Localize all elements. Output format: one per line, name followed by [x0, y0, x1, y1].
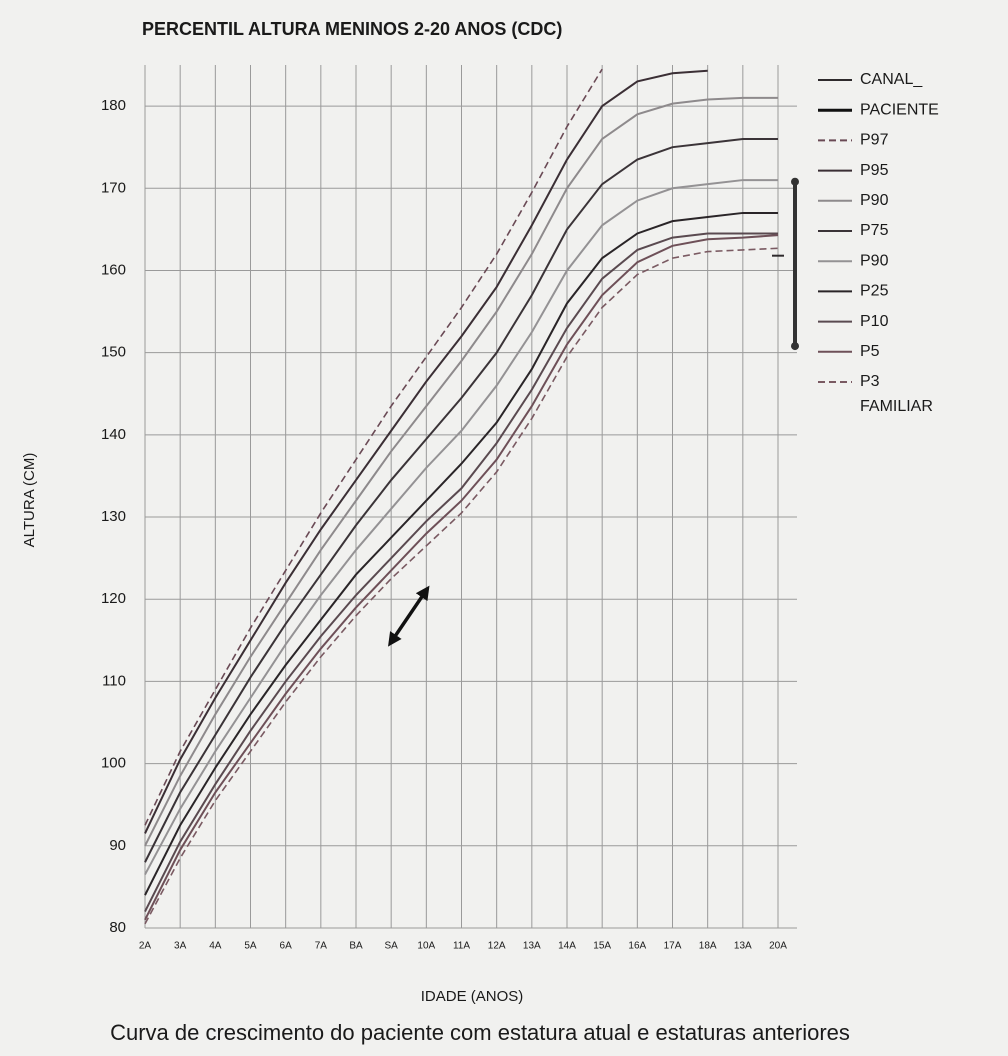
y-tick-label: 80: [109, 919, 126, 936]
series-line: [144, 96, 778, 847]
legend-label: P10: [860, 313, 889, 330]
x-tick-label: 13A: [734, 941, 752, 952]
x-tick-label: 13A: [523, 941, 541, 952]
familiar-end: [791, 342, 799, 351]
chart-title: PERCENTIL ALTURA MENINOS 2-20 ANOS (CDC): [142, 19, 562, 39]
x-tick-label: 11A: [453, 941, 470, 952]
x-tick-label: 10A: [417, 941, 435, 952]
x-tick-label: 20A: [769, 941, 787, 952]
legend-label: FAMILIAR: [860, 398, 933, 415]
series-line: [144, 247, 779, 925]
legend-label: PACIENTE: [860, 101, 939, 118]
x-tick-label: 12A: [488, 941, 506, 952]
y-tick-label: 140: [101, 426, 126, 443]
series-line: [144, 232, 778, 913]
legend-label: P97: [860, 132, 889, 149]
y-tick-label: 150: [101, 344, 126, 361]
y-tick-label: 120: [101, 590, 126, 607]
legend-label: P75: [860, 222, 889, 239]
series-line: [144, 179, 778, 876]
y-tick-label: 110: [102, 672, 126, 689]
x-tick-label: 16A: [628, 941, 646, 952]
y-axis-label: ALTURA (CM): [21, 453, 38, 548]
legend-label: P5: [860, 343, 880, 360]
x-tick-label: 2A: [139, 941, 152, 952]
familiar-end: [791, 177, 799, 186]
x-tick-label: SA: [384, 941, 398, 952]
series-line: [144, 69, 708, 834]
y-tick-label: 160: [101, 261, 126, 278]
x-tick-label: 17A: [664, 941, 682, 952]
x-tick-label: 4A: [209, 941, 222, 952]
y-tick-label: 90: [109, 837, 126, 854]
x-tick-label: 14A: [558, 941, 576, 952]
legend-label: P3: [860, 373, 880, 390]
x-tick-label: BA: [349, 941, 363, 952]
x-axis-label: IDADE (ANOS): [421, 988, 524, 1005]
series-line: [144, 211, 778, 896]
legend-label: P95: [860, 162, 889, 179]
x-tick-label: 3A: [174, 941, 187, 952]
y-tick-label: 170: [101, 179, 126, 196]
y-tick-label: 130: [101, 508, 126, 525]
y-tick-label: 100: [101, 755, 126, 772]
caption: Curva de crescimento do paciente com est…: [110, 1020, 850, 1045]
legend-label: P25: [860, 283, 889, 300]
legend-label: P90: [860, 252, 889, 269]
x-tick-label: 15A: [593, 941, 611, 952]
series-line: [144, 234, 779, 921]
legend-label: CANAL_: [860, 71, 923, 88]
x-tick-label: 7A: [315, 941, 328, 952]
series-group: [144, 68, 784, 925]
series-line: [144, 68, 603, 826]
series-line: [144, 137, 778, 863]
series-line: [388, 585, 430, 647]
x-tick-label: 5A: [244, 941, 257, 952]
y-tick-label: 180: [101, 97, 126, 114]
x-tick-label: 6A: [280, 941, 293, 952]
legend-label: P90: [860, 192, 889, 209]
x-tick-label: 18A: [699, 941, 717, 952]
